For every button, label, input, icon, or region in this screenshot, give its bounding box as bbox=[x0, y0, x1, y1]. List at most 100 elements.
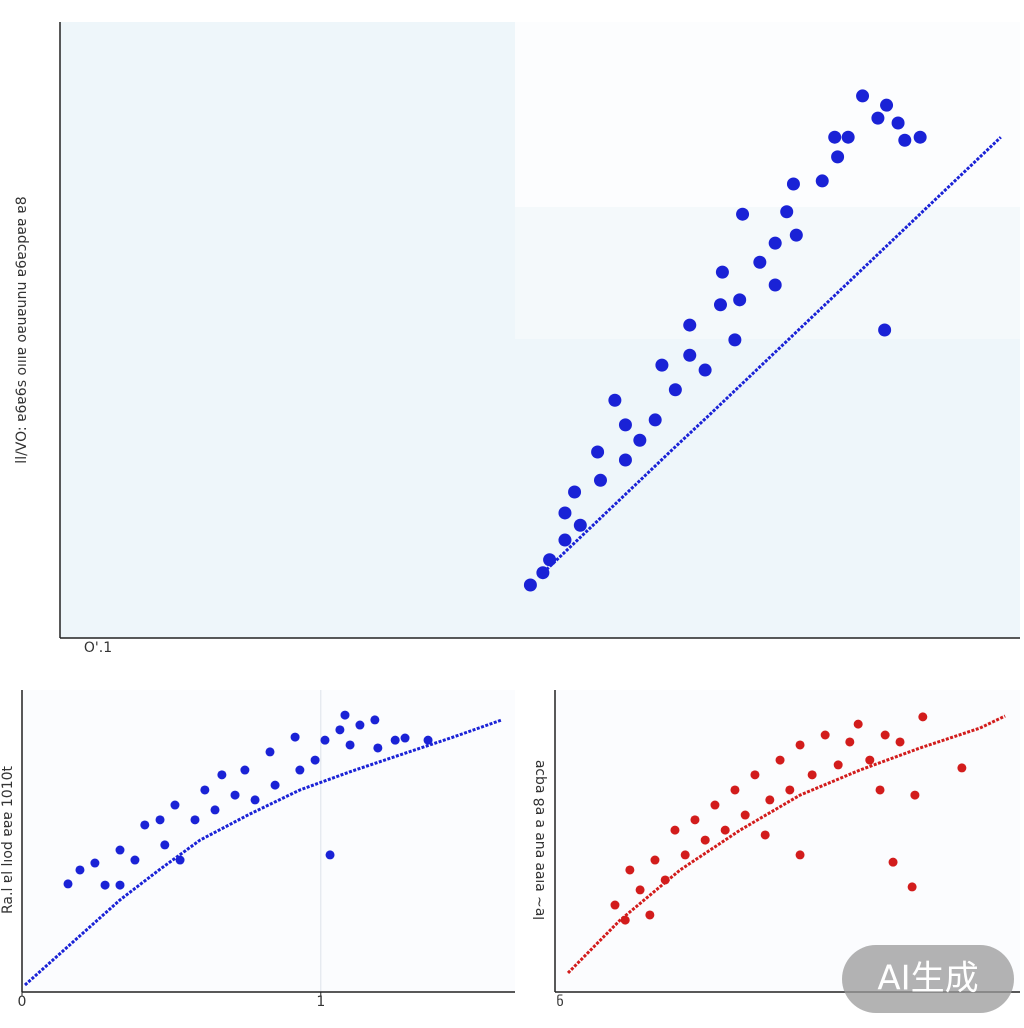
x-tick-label: 0 bbox=[18, 994, 27, 1010]
point bbox=[957, 763, 967, 773]
point bbox=[645, 910, 655, 920]
point bbox=[740, 810, 750, 820]
point bbox=[536, 566, 550, 580]
point bbox=[865, 755, 875, 765]
point bbox=[683, 318, 697, 332]
point bbox=[768, 236, 782, 250]
point bbox=[895, 737, 905, 747]
point bbox=[190, 815, 200, 825]
y-axis-label: Ra.l ɐl lıod ɐɐɐ 1010t bbox=[0, 765, 16, 913]
point bbox=[200, 785, 210, 795]
point bbox=[750, 770, 760, 780]
point bbox=[690, 815, 700, 825]
point bbox=[828, 130, 842, 144]
point bbox=[295, 765, 305, 775]
y-axis-label: lɐ~ ɐıɐɐ ɐuɐ ɐ ɐ8 ɐqɔɐ bbox=[532, 760, 548, 920]
point bbox=[730, 785, 740, 795]
fit-line bbox=[23, 718, 503, 987]
point bbox=[833, 760, 843, 770]
point bbox=[785, 785, 795, 795]
point bbox=[878, 323, 892, 337]
point bbox=[573, 518, 587, 532]
point bbox=[775, 755, 785, 765]
point bbox=[155, 815, 165, 825]
point bbox=[815, 174, 829, 188]
point bbox=[780, 205, 794, 219]
point bbox=[290, 732, 300, 742]
point bbox=[340, 710, 350, 720]
watermark-badge bbox=[842, 945, 1014, 1013]
point bbox=[650, 855, 660, 865]
point bbox=[265, 747, 275, 757]
point bbox=[728, 333, 742, 347]
point bbox=[608, 393, 622, 407]
point bbox=[713, 298, 727, 312]
point bbox=[63, 879, 73, 889]
point bbox=[270, 780, 280, 790]
fit-line bbox=[566, 714, 1006, 975]
point bbox=[423, 735, 433, 745]
point bbox=[655, 358, 669, 372]
point bbox=[390, 735, 400, 745]
point bbox=[700, 835, 710, 845]
point bbox=[140, 820, 150, 830]
point bbox=[170, 800, 180, 810]
point bbox=[907, 882, 917, 892]
point bbox=[733, 293, 747, 307]
point bbox=[856, 89, 870, 103]
x-axis-label: ნ bbox=[556, 994, 563, 1010]
point bbox=[710, 800, 720, 810]
point bbox=[888, 857, 898, 867]
point bbox=[720, 825, 730, 835]
point bbox=[593, 473, 607, 487]
point bbox=[789, 228, 803, 242]
point bbox=[523, 578, 537, 592]
point bbox=[891, 116, 905, 130]
point bbox=[320, 735, 330, 745]
bottom-left-bg bbox=[22, 690, 515, 992]
point bbox=[618, 453, 632, 467]
point bbox=[765, 795, 775, 805]
point bbox=[715, 265, 729, 279]
point bbox=[670, 825, 680, 835]
point bbox=[841, 130, 855, 144]
point bbox=[680, 850, 690, 860]
point bbox=[898, 133, 912, 147]
point bbox=[918, 712, 928, 722]
point bbox=[90, 858, 100, 868]
point bbox=[240, 765, 250, 775]
point bbox=[325, 850, 335, 860]
point bbox=[355, 720, 365, 730]
point bbox=[210, 805, 220, 815]
point bbox=[217, 770, 227, 780]
point bbox=[875, 785, 885, 795]
point bbox=[760, 830, 770, 840]
point bbox=[625, 865, 635, 875]
point bbox=[75, 865, 85, 875]
x-axis-label: O'.1 bbox=[84, 640, 112, 656]
point bbox=[683, 348, 697, 362]
point bbox=[807, 770, 817, 780]
point bbox=[558, 506, 572, 520]
point bbox=[370, 715, 380, 725]
point bbox=[568, 485, 582, 499]
point bbox=[610, 900, 620, 910]
point bbox=[160, 840, 170, 850]
point bbox=[786, 177, 800, 191]
point bbox=[768, 278, 782, 292]
point bbox=[400, 733, 410, 743]
point bbox=[845, 737, 855, 747]
point bbox=[635, 885, 645, 895]
point bbox=[698, 363, 712, 377]
x-tick-label: 1 bbox=[316, 994, 325, 1010]
point bbox=[115, 845, 125, 855]
point bbox=[913, 130, 927, 144]
point bbox=[910, 790, 920, 800]
point bbox=[648, 413, 662, 427]
fit-line bbox=[538, 136, 1002, 577]
point bbox=[795, 740, 805, 750]
point bbox=[373, 743, 383, 753]
watermark: AI生成 bbox=[877, 959, 978, 999]
point bbox=[100, 880, 110, 890]
